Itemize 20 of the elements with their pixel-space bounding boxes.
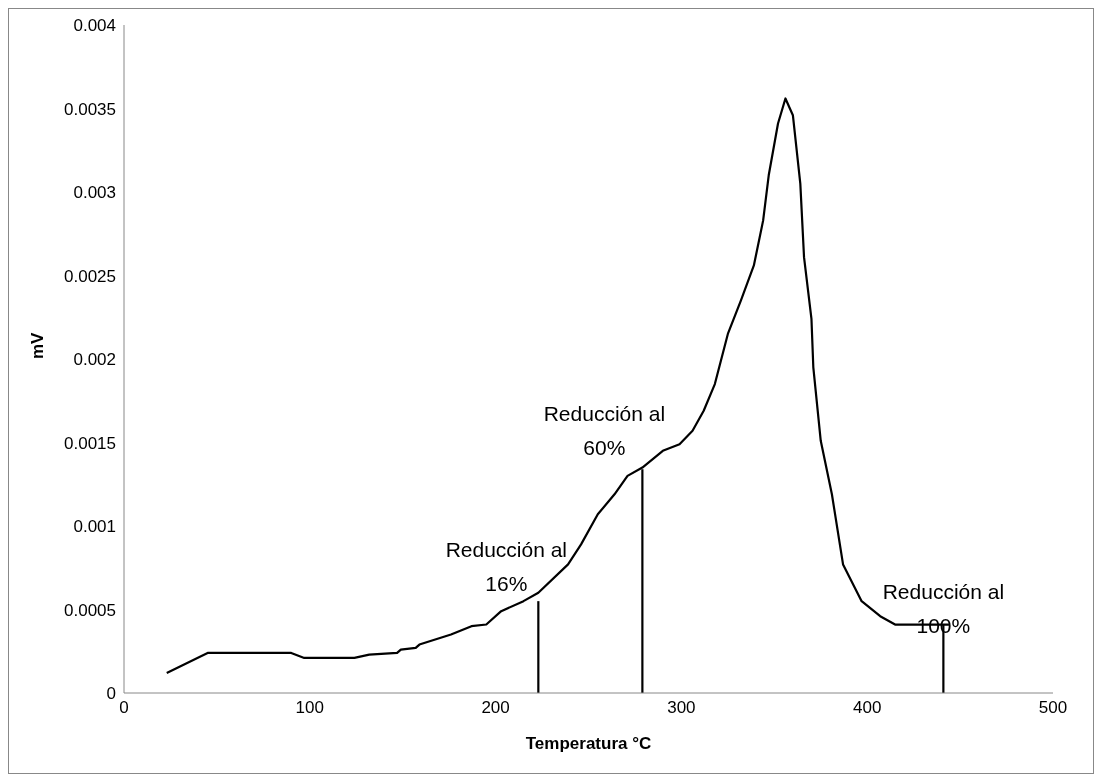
x-tick-label: 200 [481, 698, 510, 718]
y-tick-label: 0.0005 [64, 600, 116, 620]
x-axis-title: Temperatura °C [525, 734, 652, 753]
y-axis-title: mV [28, 331, 48, 359]
annotation: Reducción al 60% [543, 402, 666, 460]
x-tick-label: 100 [295, 698, 324, 718]
y-tick-label: 0.001 [73, 517, 116, 537]
annotation: Reducción al 16% [445, 538, 568, 596]
x-tick-label: 500 [1038, 698, 1068, 718]
annotation: Reducción al 100% [882, 579, 1005, 637]
y-tick-label: 0.004 [73, 16, 116, 36]
x-tick-label: 400 [853, 698, 882, 718]
y-tick-label: 0 [106, 684, 116, 704]
y-tick-label: 0.002 [73, 350, 116, 370]
x-tick-label: 0 [119, 698, 129, 718]
y-tick-label: 0.0035 [64, 99, 116, 119]
x-tick-label: 300 [667, 698, 696, 718]
y-tick-label: 0.003 [73, 183, 116, 203]
y-tick-label: 0.0015 [64, 433, 116, 453]
y-tick-label: 0.0025 [64, 266, 116, 286]
